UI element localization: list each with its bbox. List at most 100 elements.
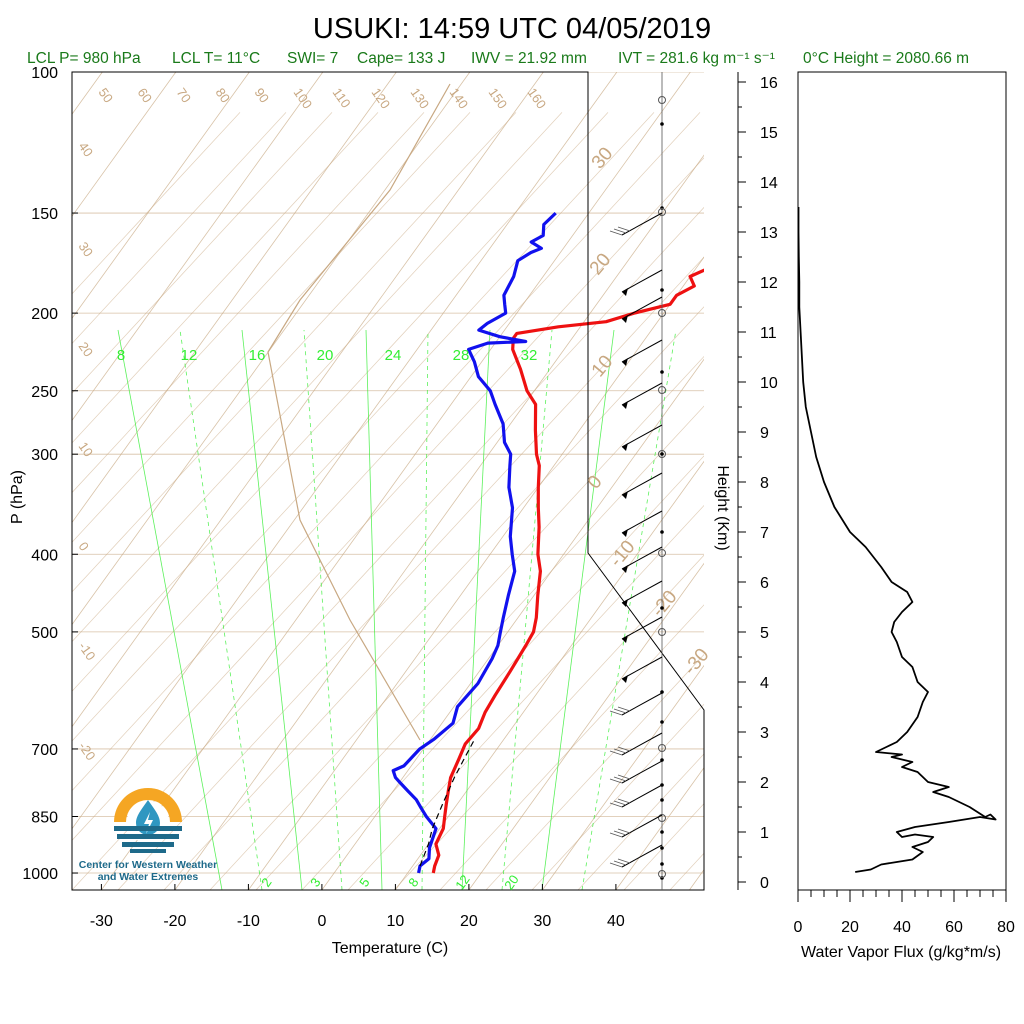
barb-shaft xyxy=(621,296,663,320)
height-tick-label: 14 xyxy=(760,175,778,192)
zero-height-value: 0°C Height = 2080.66 m xyxy=(803,50,969,67)
barb-level-dot xyxy=(660,370,664,374)
wind-barb xyxy=(609,814,663,838)
height-tick-label: 2 xyxy=(760,775,769,792)
height-tick-label: 3 xyxy=(760,725,769,742)
temperature-tick-label: 40 xyxy=(607,913,625,930)
adiabat-label: 90 xyxy=(252,85,273,105)
isotherm-line xyxy=(72,72,324,422)
wind-barb xyxy=(621,339,663,366)
barb-level-dot xyxy=(660,288,664,292)
barb-level-dot xyxy=(660,452,664,456)
barb-shaft xyxy=(621,732,663,756)
pressure-tick-label: 200 xyxy=(31,306,58,323)
barb-shaft xyxy=(621,616,663,640)
temperature-tick-label: 0 xyxy=(317,913,326,930)
logo-text-line2: and Water Extremes xyxy=(97,871,199,883)
mixing-ratio-line xyxy=(241,329,303,890)
barb-feather xyxy=(613,830,627,836)
mixing-ratio-label: 5 xyxy=(356,875,372,890)
dry-adiabat-line xyxy=(72,112,241,295)
wind-barb xyxy=(609,692,663,716)
dry-adiabat-line xyxy=(72,112,471,543)
adiabat-label: 160 xyxy=(525,85,550,111)
dry-adiabat-line xyxy=(992,112,1024,890)
wind-barb xyxy=(621,269,663,296)
wind-barb xyxy=(621,382,663,409)
dry-adiabat-line xyxy=(854,112,1024,890)
calm-circle xyxy=(658,96,666,104)
wind-barb xyxy=(609,732,663,756)
adiabat-label: 0 xyxy=(76,539,92,554)
dry-adiabat-line xyxy=(393,554,704,890)
barb-pennant xyxy=(622,675,628,683)
dry-adiabat-line xyxy=(72,112,563,643)
barb-shaft xyxy=(621,510,663,534)
isotherm-line xyxy=(395,460,704,890)
mixing-ratio-line xyxy=(421,329,429,890)
barb-feather xyxy=(613,708,627,714)
mixing-ratio-line xyxy=(501,329,553,890)
isotherm-line xyxy=(72,72,177,217)
barb-shaft xyxy=(621,424,663,448)
calm-circle xyxy=(658,309,666,317)
adiabat-label: 150 xyxy=(486,85,511,111)
dry-adiabat-line xyxy=(762,112,1024,890)
pressure-tick-label: 700 xyxy=(31,742,58,759)
cape-value: Cape= 133 J xyxy=(357,50,445,67)
adiabat-label: 100 xyxy=(291,85,316,111)
barb-pennant xyxy=(622,358,628,366)
height-tick-label: 8 xyxy=(760,475,769,492)
flux-line xyxy=(797,207,997,873)
barb-shaft xyxy=(621,814,663,838)
isotherm-label: 30 xyxy=(588,144,618,174)
dry-adiabat-line xyxy=(808,112,1024,890)
height-tick-label: 12 xyxy=(760,275,778,292)
flux-axis-label: Water Vapor Flux (g/kg*m/s) xyxy=(801,944,1001,961)
barb-pennant xyxy=(622,288,628,296)
wind-barb xyxy=(609,760,663,784)
mixing-ratio-label: 24 xyxy=(385,347,402,364)
dry-adiabat-line xyxy=(209,355,704,890)
mixing-ratio-label: 2 xyxy=(258,875,274,890)
barb-pennant xyxy=(622,635,628,643)
iwv-value: IWV = 21.92 mm xyxy=(471,50,587,67)
wind-barbs xyxy=(609,72,666,890)
pressure-tick-label: 300 xyxy=(31,447,58,464)
pressure-tick-label: 500 xyxy=(31,625,58,642)
dry-adiabat-line xyxy=(946,112,1024,890)
dry-adiabat-line xyxy=(531,703,704,890)
cw3e-logo-icon xyxy=(114,788,182,853)
dry-adiabat-line xyxy=(72,112,379,444)
dry-adiabat-line xyxy=(72,112,425,494)
adiabat-label: 20 xyxy=(76,339,97,359)
height-tick-label: 13 xyxy=(760,225,778,242)
barb-feather xyxy=(609,832,623,838)
mixing-ratio-label: 12 xyxy=(452,872,473,892)
wind-barb xyxy=(609,844,663,868)
mixing-ratio-label: 8 xyxy=(117,347,125,364)
barb-pennant xyxy=(622,491,628,499)
height-tick-label: 5 xyxy=(760,625,769,642)
barb-level-dot xyxy=(660,830,664,834)
barb-feather xyxy=(609,710,623,716)
cw3e-logo: Center for Western Weather and Water Ext… xyxy=(70,782,226,894)
isotherm-line xyxy=(174,154,704,890)
dry-adiabat-line xyxy=(577,753,704,890)
dry-adiabat-line xyxy=(72,112,333,394)
barb-pennant xyxy=(622,401,628,409)
adiabat-label: 70 xyxy=(174,85,195,105)
pressure-tick-label: 850 xyxy=(31,809,58,826)
calm-circle xyxy=(658,814,666,822)
barb-feather xyxy=(617,746,631,752)
adiabat-label: 130 xyxy=(408,85,433,111)
flux-tick-label: 40 xyxy=(893,919,911,936)
height-tick-label: 7 xyxy=(760,525,769,542)
adiabat-label: -20 xyxy=(76,739,99,763)
isotherm-label: -10 xyxy=(606,537,640,572)
isotherm-line xyxy=(101,72,691,890)
barb-level-dot xyxy=(660,690,664,694)
mixing-ratio-label: 8 xyxy=(405,875,421,890)
pressure-axis-label: P (hPa) xyxy=(9,470,26,524)
